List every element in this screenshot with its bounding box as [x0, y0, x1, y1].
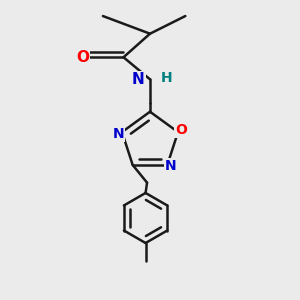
Text: H: H: [160, 71, 172, 85]
Text: N: N: [132, 72, 145, 87]
Text: O: O: [176, 123, 188, 137]
Text: N: N: [165, 160, 177, 173]
Text: O: O: [76, 50, 89, 65]
Text: N: N: [113, 127, 124, 140]
